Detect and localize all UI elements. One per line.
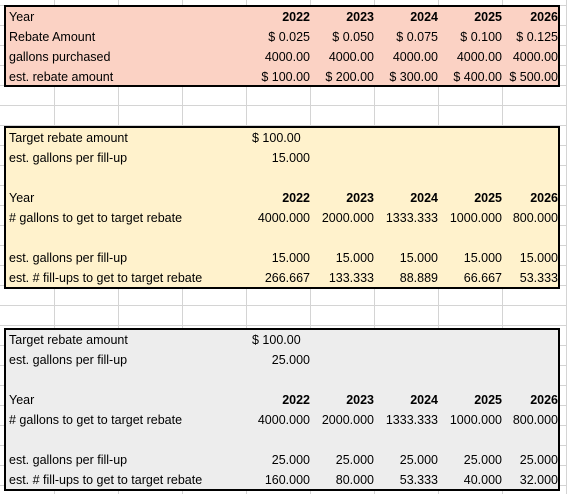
cell-value[interactable]: 4000.000 [257,211,310,225]
cell-value[interactable]: 80.000 [335,473,374,487]
cell-value[interactable]: 25.000 [519,453,558,467]
cell-value[interactable]: 4000.000 [257,413,310,427]
cell-value[interactable]: 800.000 [512,413,558,427]
cell-value[interactable]: $ 0.100 [460,30,502,44]
cell-value[interactable]: 15.000 [463,251,502,265]
cell-value[interactable]: $ 100.00 [261,70,310,84]
cell-value[interactable]: 88.889 [399,271,438,285]
row-year[interactable]: Year 2022 2023 2024 2025 2026 [6,390,558,410]
cell-value[interactable]: $ 0.075 [396,30,438,44]
cell-value[interactable]: 2025 [474,10,502,24]
cell-value[interactable]: 2025 [474,393,502,407]
cell-value[interactable]: 2026 [530,393,558,407]
cell-value[interactable]: 266.667 [264,271,310,285]
cell-label[interactable]: est. gallons per fill-up [9,453,128,467]
cell-value[interactable]: 4000.00 [328,50,374,64]
row-target-rebate[interactable]: Target rebate amount $ 100.00 [6,330,558,350]
cell-value[interactable]: $ 0.050 [332,30,374,44]
cell-value[interactable]: 25.000 [463,453,502,467]
row-target-rebate[interactable]: Target rebate amount $ 100.00 [6,128,558,148]
row-est-rebate-amount[interactable]: est. rebate amount $ 100.00 $ 200.00 $ 3… [6,67,558,87]
cell-value[interactable]: $ 100.00 [252,333,301,347]
cell-value[interactable]: 4000.00 [264,50,310,64]
cell-value[interactable]: 2026 [530,191,558,205]
cell-label[interactable]: Year [9,10,35,24]
row-gallons-purchased[interactable]: gallons purchased 4000.00 4000.00 4000.0… [6,47,558,67]
cell-value[interactable]: 15.000 [519,251,558,265]
rebate-schedule-block: Year 2022 2023 2024 2025 2026 Rebate Amo… [4,5,560,87]
cell-value[interactable]: 800.000 [512,211,558,225]
cell-value[interactable]: 15.000 [335,251,374,265]
cell-value[interactable]: 4000.00 [456,50,502,64]
row-fillups-needed[interactable]: est. # fill-ups to get to target rebate … [6,470,558,490]
cell-label[interactable]: est. gallons per fill-up [9,151,128,165]
fillup-calc-block-15: Target rebate amount $ 100.00 est. gallo… [4,126,560,289]
cell-label[interactable]: est. rebate amount [9,70,114,84]
cell-value[interactable]: 53.333 [399,473,438,487]
cell-value[interactable]: 2023 [346,191,374,205]
cell-value[interactable]: 2022 [282,10,310,24]
row-year[interactable]: Year 2022 2023 2024 2025 2026 [6,7,558,27]
cell-value[interactable]: 25.000 [335,453,374,467]
row-per-fillup[interactable]: est. gallons per fill-up 15.000 15.000 1… [6,248,558,268]
row-gallons-needed[interactable]: # gallons to get to target rebate 4000.0… [6,208,558,228]
cell-value[interactable]: 66.667 [463,271,502,285]
cell-value[interactable]: $ 500.00 [509,70,558,84]
row-per-fillup[interactable]: est. gallons per fill-up 25.000 25.000 2… [6,450,558,470]
cell-value[interactable]: 15.000 [271,251,310,265]
cell-label[interactable]: est. # fill-ups to get to target rebate [9,473,203,487]
cell-value[interactable]: 2022 [282,191,310,205]
cell-value[interactable]: $ 0.125 [516,30,558,44]
cell-label[interactable]: Target rebate amount [9,333,128,347]
cell-label[interactable]: Year [9,191,35,205]
cell-value[interactable]: 1333.333 [385,413,438,427]
row-gallons-per-fillup[interactable]: est. gallons per fill-up 25.000 [6,350,558,370]
cell-value[interactable]: 25.000 [399,453,438,467]
cell-value[interactable]: 2023 [346,393,374,407]
row-fillups-needed[interactable]: est. # fill-ups to get to target rebate … [6,268,558,288]
cell-value[interactable]: 2000.000 [321,211,374,225]
cell-value[interactable]: 2000.000 [321,413,374,427]
cell-value[interactable]: $ 100.00 [252,131,301,145]
cell-value[interactable]: 25.000 [271,453,310,467]
cell-value[interactable]: 32.000 [519,473,558,487]
cell-value[interactable]: 2026 [530,10,558,24]
fillup-calc-block-25: Target rebate amount $ 100.00 est. gallo… [4,328,560,491]
cell-value[interactable]: 15.000 [271,151,310,165]
cell-label[interactable]: gallons purchased [9,50,111,64]
cell-value[interactable]: 25.000 [271,353,310,367]
row-gallons-per-fillup[interactable]: est. gallons per fill-up 15.000 [6,148,558,168]
cell-value[interactable]: $ 300.00 [389,70,438,84]
row-gallons-needed[interactable]: # gallons to get to target rebate 4000.0… [6,410,558,430]
cell-label[interactable]: est. # fill-ups to get to target rebate [9,271,203,285]
cell-value[interactable]: 53.333 [519,271,558,285]
cell-value[interactable]: 2025 [474,191,502,205]
cell-value[interactable]: 1000.000 [449,211,502,225]
cell-value[interactable]: 40.000 [463,473,502,487]
cell-value[interactable]: 160.000 [264,473,310,487]
cell-label[interactable]: est. gallons per fill-up [9,251,128,265]
row-rebate-amount[interactable]: Rebate Amount $ 0.025 $ 0.050 $ 0.075 $ … [6,27,558,47]
cell-value[interactable]: $ 400.00 [453,70,502,84]
cell-value[interactable]: 2024 [410,10,438,24]
cell-label[interactable]: Target rebate amount [9,131,128,145]
cell-value[interactable]: $ 200.00 [325,70,374,84]
cell-value[interactable]: 2022 [282,393,310,407]
cell-value[interactable]: 2023 [346,10,374,24]
cell-label[interactable]: est. gallons per fill-up [9,353,128,367]
row-year[interactable]: Year 2022 2023 2024 2025 2026 [6,188,558,208]
cell-label[interactable]: # gallons to get to target rebate [9,211,183,225]
cell-value[interactable]: 15.000 [399,251,438,265]
cell-value[interactable]: $ 0.025 [268,30,310,44]
cell-value[interactable]: 2024 [410,393,438,407]
cell-label[interactable]: Rebate Amount [9,30,96,44]
cell-value[interactable]: 133.333 [328,271,374,285]
cell-label[interactable]: Year [9,393,35,407]
cell-value[interactable]: 2024 [410,191,438,205]
cell-value[interactable]: 4000.00 [512,50,558,64]
cell-label[interactable]: # gallons to get to target rebate [9,413,183,427]
cell-value[interactable]: 4000.00 [392,50,438,64]
cell-value[interactable]: 1000.000 [449,413,502,427]
cell-value[interactable]: 1333.333 [385,211,438,225]
